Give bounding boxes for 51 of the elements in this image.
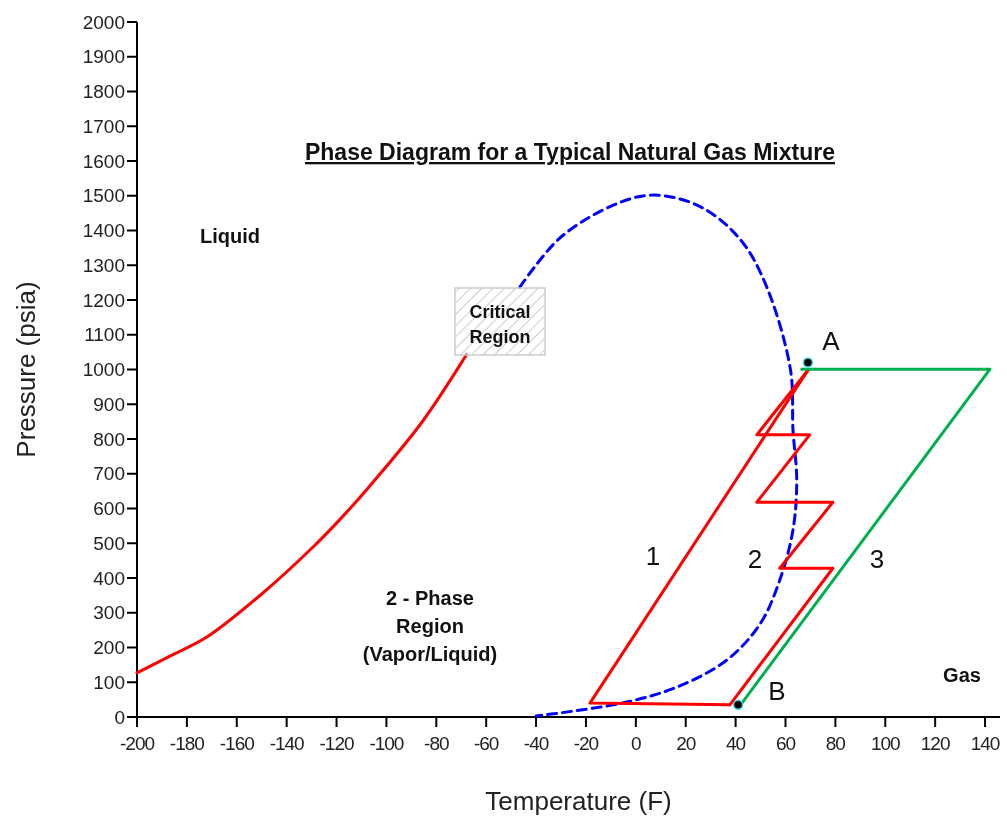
x-tick-label: -80 (424, 733, 449, 754)
y-tick-label: 1000 (82, 359, 125, 381)
y-tick-label: 400 (93, 567, 125, 589)
annotation: Critical Region (469, 302, 531, 348)
y-axis-title: Pressure (psia) (11, 281, 41, 458)
x-tick-label: -200 (119, 733, 155, 754)
y-tick-label: 1500 (82, 185, 125, 207)
x-tick-label: 140 (970, 733, 1000, 754)
x-tick-label: -20 (573, 733, 599, 754)
y-tick-label: 0 (114, 706, 125, 728)
x-tick-label: -160 (219, 733, 255, 754)
y-tick-label: 1700 (82, 115, 125, 137)
y-tick-label: 900 (93, 393, 125, 415)
y-tick-label: 1100 (84, 324, 125, 346)
y-tick-label: 700 (93, 463, 125, 485)
x-tick-label: -60 (473, 733, 499, 754)
y-tick-label: 600 (93, 498, 125, 520)
annotation: B (768, 676, 786, 706)
x-tick-label: 40 (726, 733, 746, 754)
x-tick-label: 20 (676, 733, 696, 754)
y-tick-label: 800 (93, 428, 125, 450)
annotation: Gas (943, 664, 981, 686)
y-tick-label: 1800 (82, 81, 125, 103)
annotation: 2 - Phase Region (Vapor/Liquid) (362, 587, 498, 665)
y-tick-label: 1600 (82, 150, 125, 172)
x-axis-title: Temperature (F) (485, 786, 672, 816)
x-tick-label: -180 (169, 733, 205, 754)
x-tick-label: -40 (523, 733, 549, 754)
x-tick-label: 60 (775, 733, 796, 754)
x-tick-label: -120 (319, 733, 354, 754)
y-tick-label: 1200 (82, 289, 125, 311)
annotation: 3 (869, 544, 885, 574)
x-tick-label: 120 (920, 733, 950, 754)
x-tick-label: -140 (269, 733, 305, 754)
annotation: 2 (747, 544, 763, 574)
y-tick-label: 200 (93, 637, 125, 659)
y-tick-label: 1400 (82, 220, 125, 242)
y-tick-label: 500 (93, 532, 125, 554)
y-tick-label: 1300 (82, 254, 125, 276)
y-tick-label: 300 (93, 602, 125, 624)
x-tick-label: 80 (825, 733, 846, 754)
annotation: Liquid (200, 225, 260, 247)
text: Phase Diagram for a Typical Natural Gas Mixture (304, 139, 836, 165)
annotation: A (822, 326, 841, 356)
x-tick-label: 100 (870, 733, 901, 754)
annotation: 1 (645, 541, 661, 571)
x-tick-label: -100 (369, 733, 404, 754)
y-tick-label: 100 (93, 671, 125, 693)
y-tick-label: 2000 (82, 11, 125, 33)
x-tick-label: 0 (631, 733, 642, 754)
y-tick-label: 1900 (82, 46, 125, 68)
